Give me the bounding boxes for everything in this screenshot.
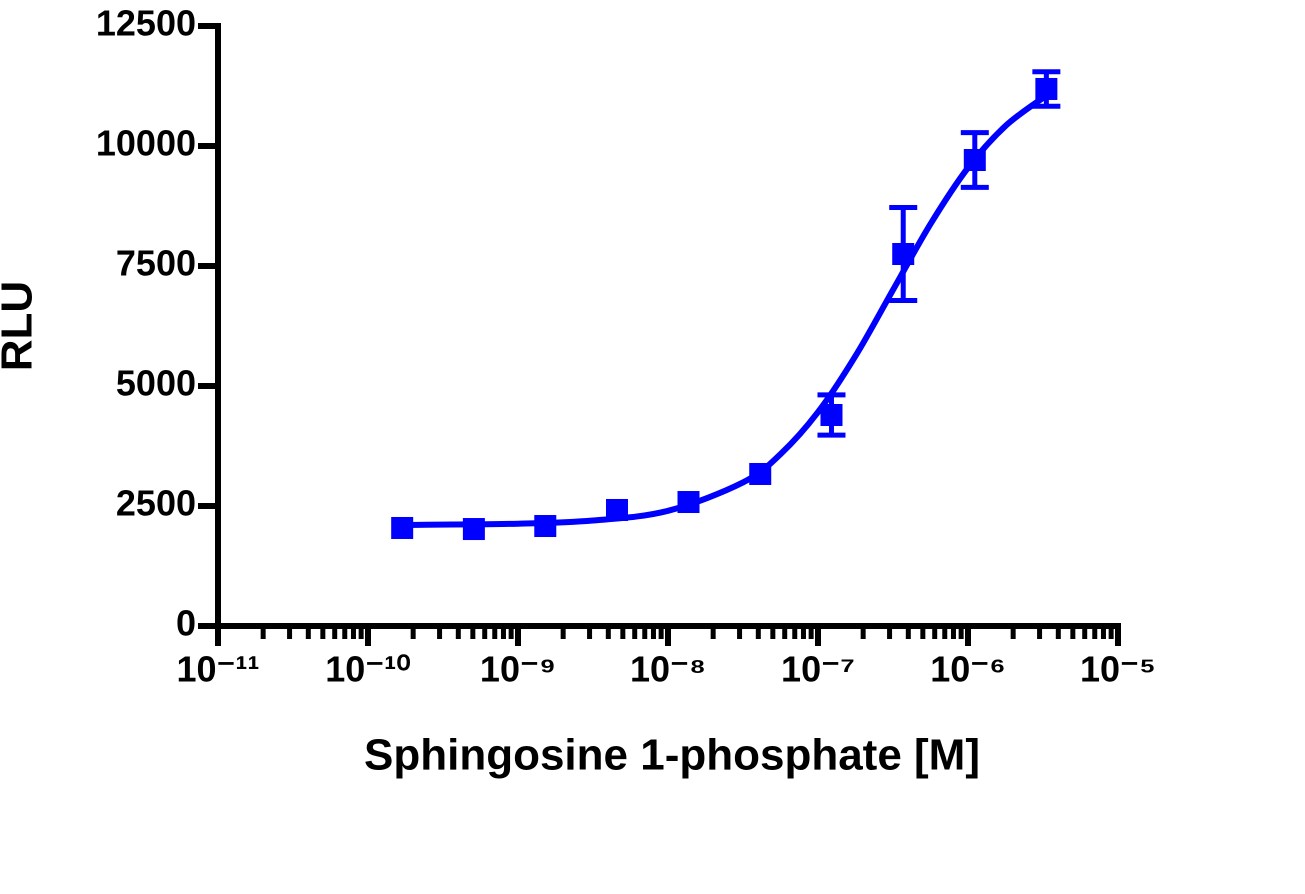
y-tick-label: 10000 bbox=[96, 123, 196, 164]
x-tick-label: 10⁻⁷ bbox=[781, 649, 855, 690]
data-point bbox=[820, 403, 843, 426]
x-tick-label: 10⁻⁵ bbox=[1080, 649, 1156, 690]
y-tick-label: 2500 bbox=[116, 483, 196, 524]
y-tick-label: 0 bbox=[176, 603, 196, 644]
data-point bbox=[892, 243, 915, 265]
y-tick-label: 5000 bbox=[116, 363, 196, 404]
data-point bbox=[677, 491, 700, 514]
data-point bbox=[1035, 77, 1058, 100]
y-tick-label: 7500 bbox=[116, 243, 196, 284]
data-point bbox=[749, 462, 772, 485]
data-point bbox=[963, 149, 986, 172]
data-point bbox=[534, 515, 557, 538]
x-tick-label: 10⁻¹⁰ bbox=[325, 649, 410, 690]
data-point bbox=[462, 518, 485, 541]
x-tick-label: 10⁻⁸ bbox=[630, 649, 706, 690]
x-tick-label: 10⁻⁶ bbox=[930, 649, 1006, 690]
x-tick-label: 10⁻⁹ bbox=[480, 649, 556, 690]
x-tick-label: 10⁻¹¹ bbox=[176, 649, 259, 690]
fit-curve bbox=[402, 93, 1048, 528]
data-point bbox=[605, 498, 628, 521]
y-tick-label: 12500 bbox=[96, 3, 196, 44]
y-axis-label: RLU bbox=[0, 281, 42, 371]
x-axis-label: Sphingosine 1-phosphate [M] bbox=[364, 731, 980, 780]
data-point bbox=[391, 516, 414, 539]
